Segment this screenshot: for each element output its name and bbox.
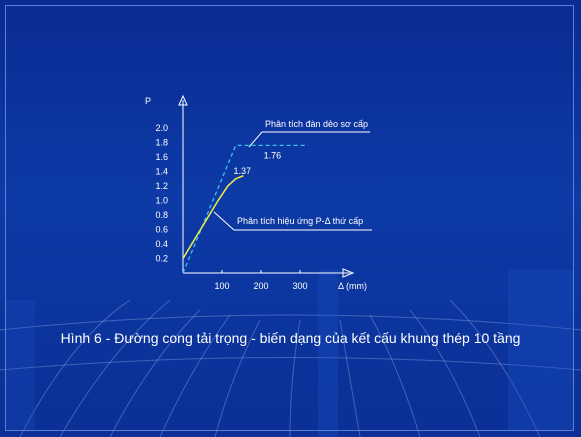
elastic-series-label: Phân tích đàn dẻo sơ cấp	[265, 119, 368, 129]
x-axis-label: Δ (mm)	[338, 281, 367, 291]
x-axis-arrow	[342, 268, 355, 278]
y-tick-labels: 0.2 0.4 0.6 0.8 1.0 1.2 1.4 1.6 1.8 2.0	[155, 123, 168, 264]
y-tick-label: 0.6	[155, 225, 168, 235]
y-tick-label: 1.4	[155, 167, 168, 177]
figure-caption: Hình 6 - Đường cong tải trọng - biến dạn…	[60, 330, 521, 346]
y-tick-label: 1.2	[155, 181, 168, 191]
y-tick-label: 1.0	[155, 196, 168, 206]
pdelta-series-label: Phân tích hiệu ứng P-Δ thứ cấp	[237, 216, 363, 226]
y-tick-label: 2.0	[155, 123, 168, 133]
pdelta-end-value: 1.37	[233, 166, 251, 176]
y-axis-arrow	[178, 94, 188, 106]
y-tick-label: 0.8	[155, 210, 168, 220]
x-tick-label: 300	[292, 281, 307, 291]
x-tick-label: 100	[214, 281, 229, 291]
elastic-leader-line	[248, 131, 263, 148]
y-tick-label: 0.2	[155, 254, 168, 264]
x-tick-labels: 100 200 300	[214, 270, 308, 291]
elastic-curve	[182, 144, 308, 274]
pdelta-curve	[182, 175, 244, 259]
elastic-end-value: 1.76	[264, 150, 282, 160]
x-tick-label: 200	[253, 281, 268, 291]
y-tick-label: 1.6	[155, 152, 168, 162]
y-tick-label: 0.4	[155, 239, 168, 249]
y-tick-label: 1.8	[155, 138, 168, 148]
pdelta-leader-line	[213, 211, 235, 231]
y-axis-label: P	[145, 96, 151, 106]
